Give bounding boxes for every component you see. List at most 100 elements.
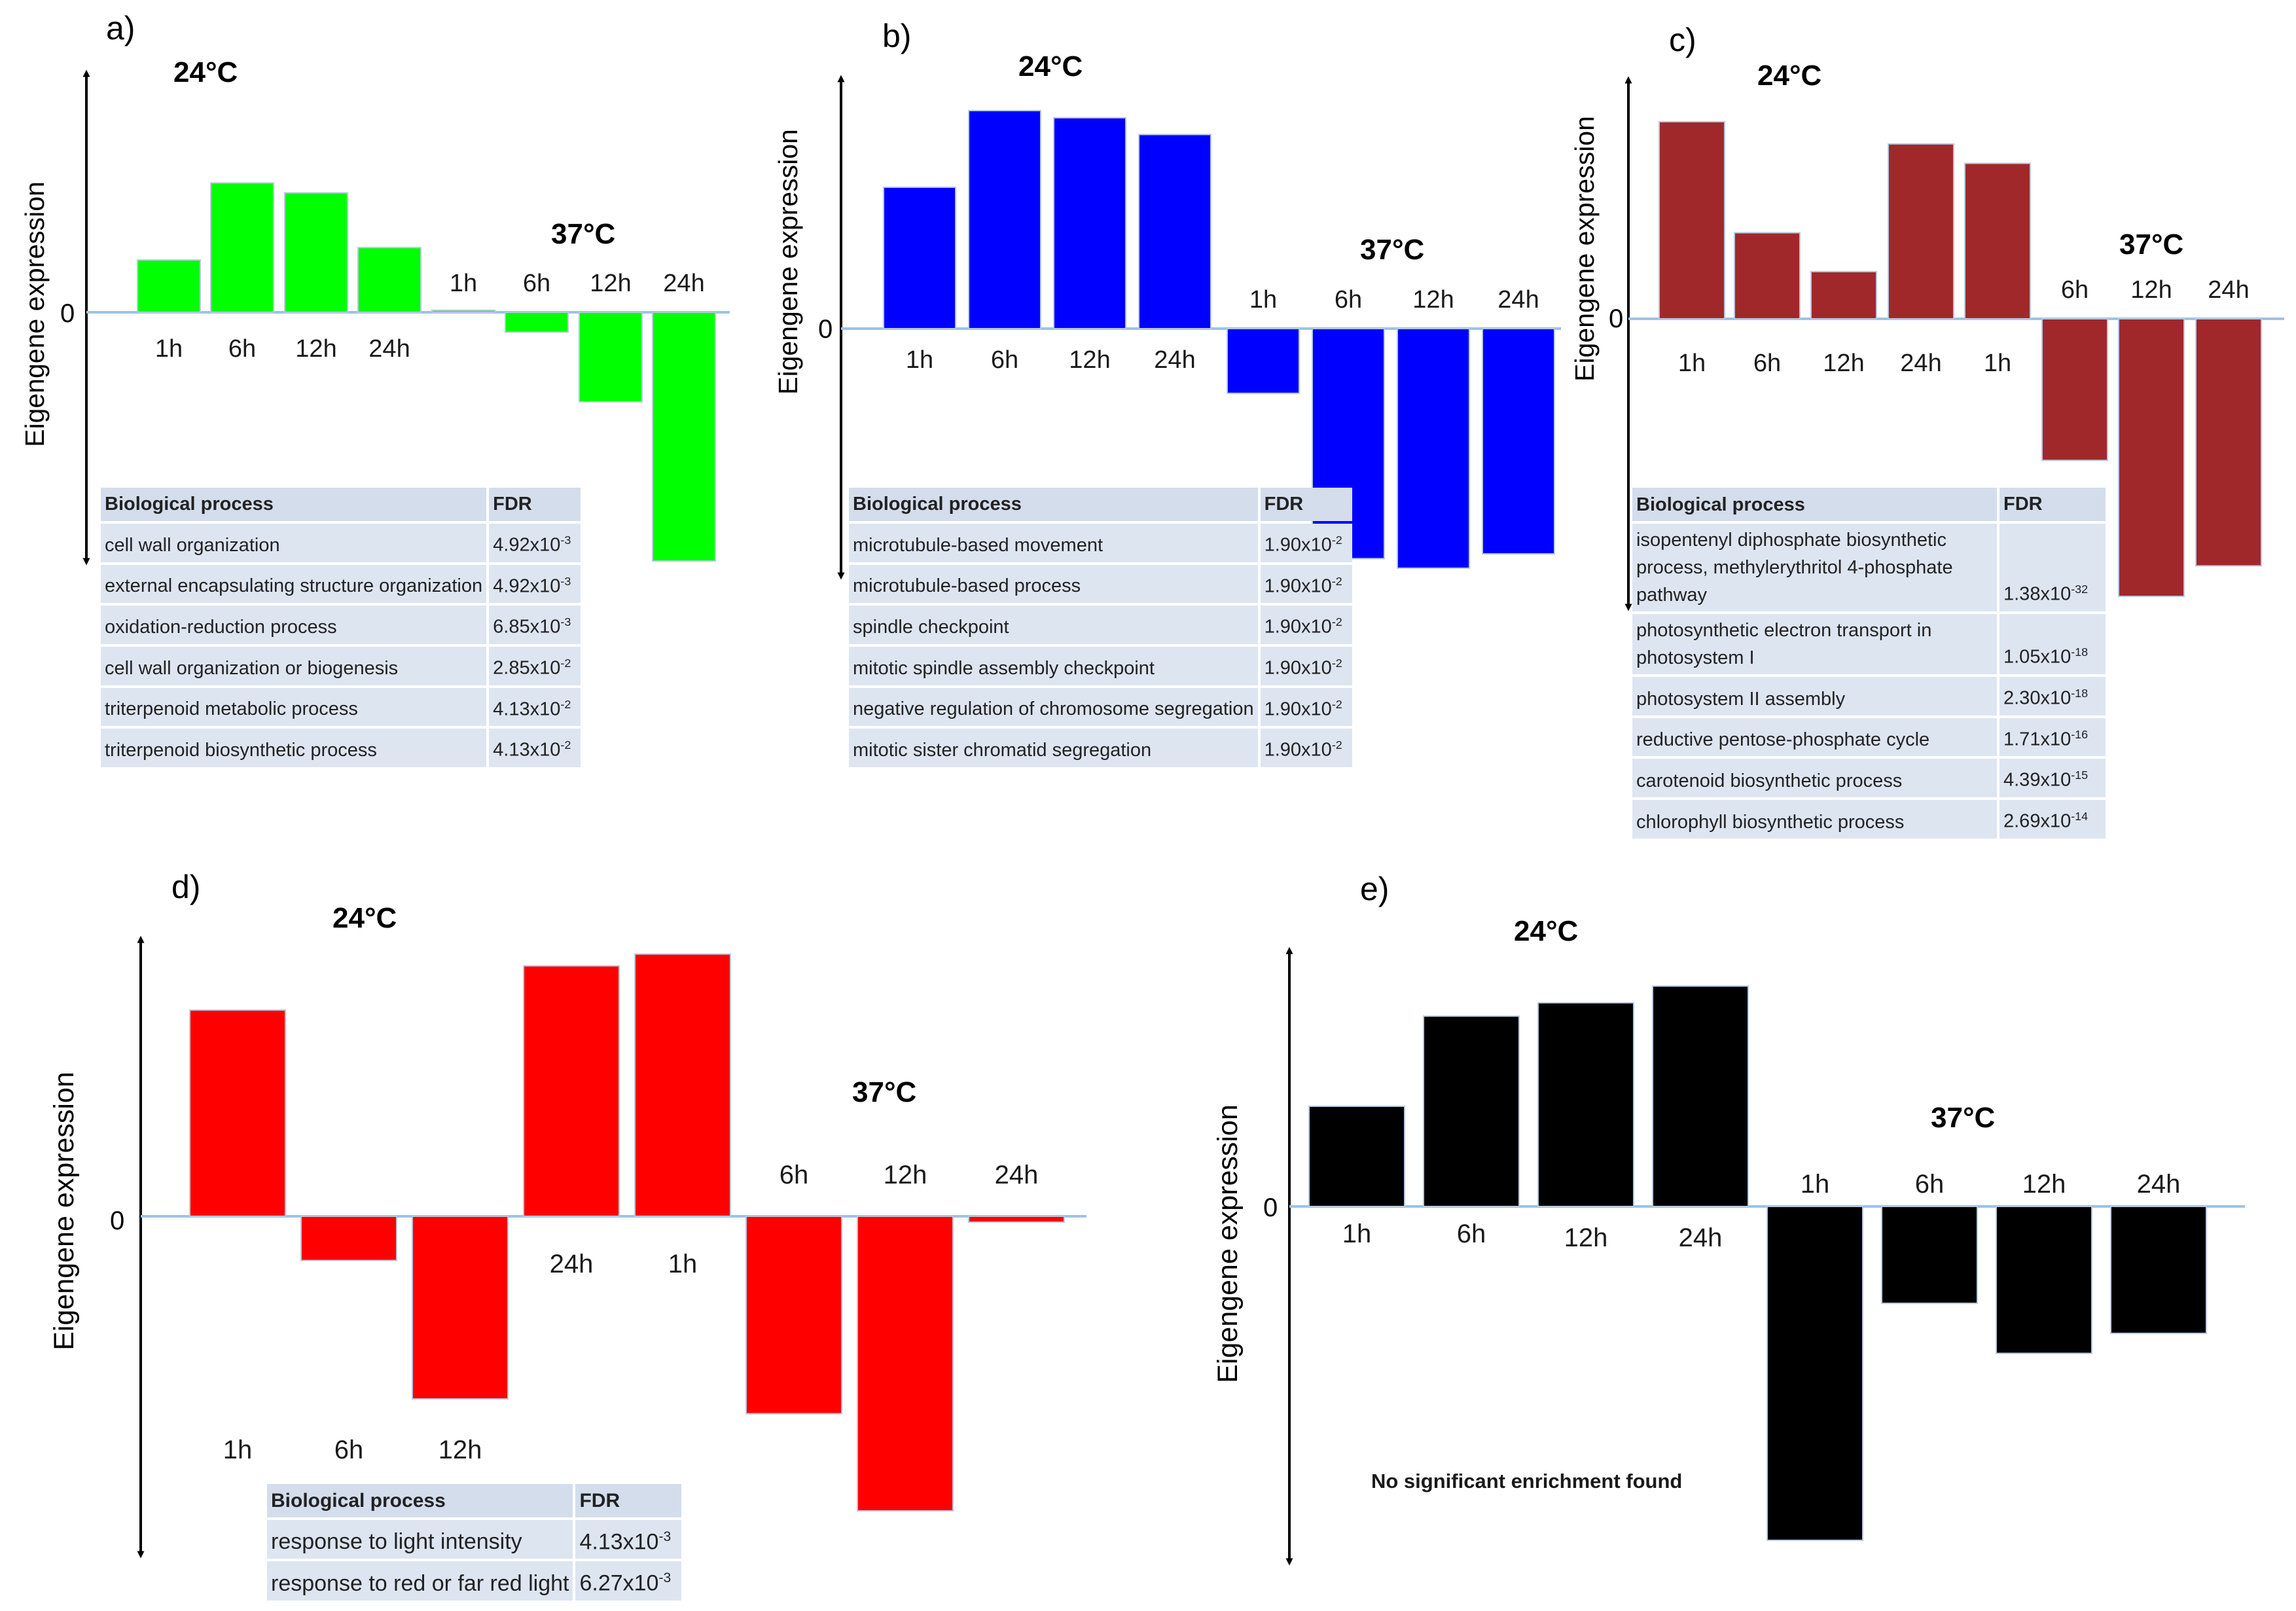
table-a-process-cell: cell wall organization or biogenesis	[101, 646, 487, 685]
panel-b-tick-label: 1h	[906, 346, 933, 374]
table-b-process-cell: mitotic sister chromatid segregation	[849, 729, 1258, 767]
panel-d-tick-label: 6h	[780, 1161, 809, 1189]
table-c-process-cell: carotenoid biosynthetic process	[1632, 759, 1997, 797]
table-a-fdr-cell: 4.92x10-3	[486, 564, 581, 604]
panel-d-tick-label: 12h	[439, 1436, 482, 1464]
table-d-fdr-exponent: -3	[658, 1529, 672, 1544]
table-c-fdr-exponent: -32	[2071, 583, 2089, 596]
panel-b-bar-24c-6h	[968, 109, 1041, 329]
panel-d-temp-37: 37°C	[852, 1076, 916, 1108]
panel-a-tick-label: 12h	[295, 335, 336, 363]
panel-d-bar-37c-6h	[745, 1216, 842, 1415]
panel-a-temp-37: 37°C	[551, 218, 615, 250]
table-a: Biological process FDR cell wall organiz…	[101, 485, 581, 770]
panel-a-bar-37c-1h	[431, 310, 495, 313]
table-c-fdr-exponent: -18	[2071, 645, 2089, 659]
panel-e-tick-label: 12h	[1564, 1223, 1608, 1252]
panel-a-bar-24c-24h	[357, 247, 422, 314]
table-a-process-cell: triterpenoid biosynthetic process	[101, 729, 487, 767]
table-a-fdr-cell: 2.85x10-2	[486, 646, 581, 685]
panel-d-bar-24c-12h	[412, 1216, 509, 1400]
panel-a-bar-37c-6h	[505, 312, 569, 333]
table-b-row: mitotic spindle assembly checkpoint 1.90x…	[849, 646, 1352, 685]
table-a-row: external encapsulating structure organiz…	[101, 564, 581, 604]
table-c-row: photosystem II assembly 2.30x10-18	[1632, 677, 2106, 715]
panel-b-tick-label: 1h	[1249, 286, 1277, 314]
table-c-process-cell: isopentenyl diphosphate biosynthetic pro…	[1632, 524, 1997, 611]
panel-d-bar-37c-24h	[968, 1216, 1065, 1223]
panel-e-letter: e)	[1360, 871, 1389, 907]
table-b-row: microtubule-based movement 1.90x10-2	[849, 524, 1352, 562]
panel-c-tick-label: 6h	[2061, 276, 2089, 304]
panel-c-zero-label: 0	[1609, 304, 1623, 333]
table-b-fdr-exponent: -2	[1331, 656, 1342, 670]
panel-a-letter: a)	[106, 10, 135, 46]
table-c-process-cell: chlorophyll biosynthetic process	[1632, 799, 1997, 839]
table-a-row: cell wall organization or biogenesis 2.85…	[101, 646, 581, 685]
panel-d-letter: d)	[171, 869, 200, 905]
panel-b-bar-37c-24h	[1482, 328, 1555, 555]
panel-e-temp-37: 37°C	[1931, 1102, 1995, 1134]
panel-c-y-label: Eigengene expression	[1570, 116, 1600, 382]
panel-c-bar-37c-6h	[2041, 318, 2108, 462]
table-c: Biological process FDR isopentenyl dipho…	[1632, 485, 2106, 841]
panel-a-bar-24c-1h	[137, 259, 201, 314]
no-enrichment-note: No significant enrichment found	[1371, 1470, 1683, 1493]
table-b-row: spindle checkpoint 1.90x10-2	[849, 606, 1352, 644]
panel-c-tick-label: 1h	[1984, 350, 2011, 377]
table-b-fdr-cell: 1.90x10-2	[1257, 729, 1352, 767]
table-b-fdr-exponent: -2	[1331, 697, 1342, 711]
table-d-row: response to red or far red light 6.27x10-…	[267, 1561, 682, 1601]
panel-e-tick-label: 24h	[2137, 1170, 2181, 1199]
table-b-process-cell: negative regulation of chromosome segreg…	[849, 687, 1258, 727]
table-c-fdr-cell: 2.69x10-14	[1997, 799, 2106, 839]
table-b-process-cell: spindle checkpoint	[849, 606, 1258, 644]
panel-d-tick-label: 24h	[995, 1161, 1039, 1189]
panel-c-bar-24c-1h	[1964, 162, 2031, 319]
table-b-process-cell: mitotic spindle assembly checkpoint	[849, 646, 1258, 685]
table-d-process-cell: response to light intensity	[267, 1520, 573, 1559]
panel-e-bar-24c-1h	[1308, 1106, 1405, 1207]
table-a-fdr-cell: 4.13x10-2	[486, 687, 581, 727]
table-c-fdr-exponent: -14	[2071, 809, 2089, 823]
panel-b-tick-label: 6h	[1335, 286, 1362, 314]
table-a-process-cell: triterpenoid metabolic process	[101, 687, 487, 727]
table-b: Biological process FDR microtubule-based…	[849, 485, 1352, 770]
panel-c-bar-37c-12h	[2118, 318, 2185, 597]
table-b-fdr-cell: 1.90x10-2	[1257, 687, 1352, 727]
table-a-row: oxidation-reduction process 6.85x10-3	[101, 606, 581, 644]
panel-c-tick-label: 1h	[1678, 350, 1706, 377]
panel-b-bars: 1h 6h 12h 24h 1h 6h 12h 24h	[883, 109, 1555, 569]
panel-b-y-label: Eigengene expression	[773, 129, 803, 395]
panel-a-zero-label: 0	[60, 299, 75, 328]
table-a-fdr-cell: 6.85x10-3	[486, 606, 581, 644]
panel-e-bar-24c-24h	[1652, 985, 1749, 1208]
panel-d-bar-24c-6h	[300, 1216, 397, 1261]
table-a-row: triterpenoid biosynthetic process 4.13x10…	[101, 729, 581, 767]
panel-a-bars: 1h 6h 12h 24h 1h 6h 12h 24h	[137, 182, 716, 562]
table-b-process-cell: microtubule-based process	[849, 564, 1258, 604]
table-b-fdr-exponent: -2	[1331, 738, 1342, 752]
table-c-fdr-cell: 1.05x10-18	[1997, 614, 2106, 674]
panel-d-bars: 1h 6h 12h 24h 1h 6h 12h 24h	[189, 953, 1065, 1511]
panel-c-tick-label: 12h	[1823, 350, 1864, 377]
panel-c-temp-37: 37°C	[2119, 228, 2183, 261]
panel-d-bar-24c-1h	[189, 1009, 286, 1217]
table-d-fdr-exponent: -3	[658, 1570, 672, 1586]
table-d-header-fdr: FDR	[573, 1484, 682, 1517]
panel-b-tick-label: 24h	[1154, 346, 1195, 374]
table-a-process-cell: cell wall organization	[101, 524, 487, 562]
panel-c-tick-label: 6h	[1753, 350, 1781, 377]
table-b-fdr-cell: 1.90x10-2	[1257, 524, 1352, 562]
panel-c-temp-24: 24°C	[1757, 60, 1821, 92]
table-d-fdr-cell: 4.13x10-3	[573, 1520, 682, 1559]
panel-d-tick-label: 12h	[884, 1161, 927, 1189]
table-c-fdr-exponent: -15	[2071, 769, 2089, 782]
panel-a-bar-37c-12h	[579, 312, 643, 403]
panel-a-tick-label: 12h	[590, 270, 631, 297]
panel-c-bar-24c-1h	[1659, 120, 1725, 320]
panel-a-tick-label: 1h	[450, 270, 477, 297]
panel-b-bar-24c-1h	[883, 187, 956, 329]
table-a-fdr-exponent: -3	[560, 574, 571, 588]
